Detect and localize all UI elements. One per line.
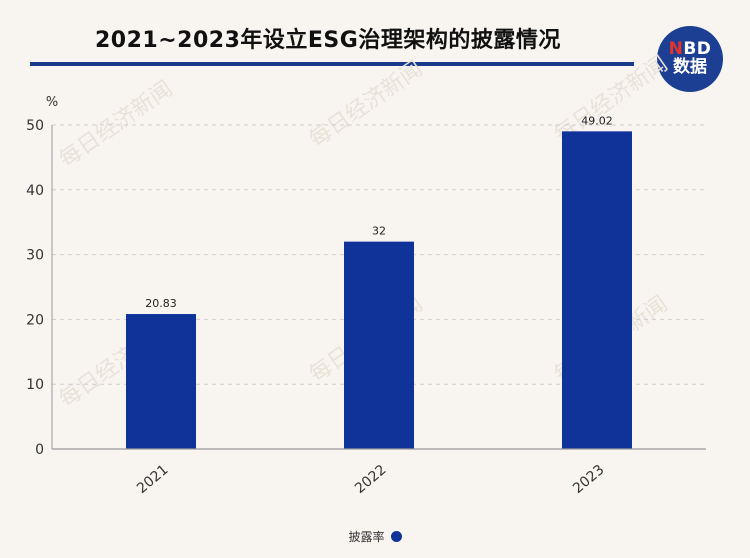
x-tick-label: 2021 [134, 462, 172, 497]
watermark-text: 每日经济新闻 [305, 57, 427, 153]
y-axis-unit: % [46, 95, 58, 110]
y-tick-label: 0 [35, 442, 44, 458]
nbd-logo: NBD 数据 [657, 26, 723, 92]
y-tick-label: 50 [26, 118, 44, 134]
bar [562, 131, 632, 449]
chart-title: 2021~2023年设立ESG治理架构的披露情况 [95, 28, 561, 53]
data-label: 32 [372, 225, 386, 238]
legend-label: 披露率 [348, 530, 385, 544]
x-tick-label: 2022 [352, 462, 390, 497]
bar [126, 314, 196, 449]
legend-swatch [390, 531, 402, 542]
logo-bottom-text: 数据 [673, 57, 707, 77]
y-tick-label: 30 [26, 248, 44, 264]
data-label: 20.83 [145, 297, 177, 310]
logo-top-text: NBD [668, 39, 712, 60]
legend: 披露率 [0, 528, 750, 545]
y-tick-label: 40 [26, 183, 44, 199]
data-label: 49.02 [581, 114, 613, 127]
bar [344, 241, 414, 449]
y-tick-label: 10 [26, 377, 44, 393]
x-tick-label: 2023 [570, 462, 608, 497]
y-tick-label: 20 [26, 312, 44, 328]
title-underline [30, 62, 634, 66]
